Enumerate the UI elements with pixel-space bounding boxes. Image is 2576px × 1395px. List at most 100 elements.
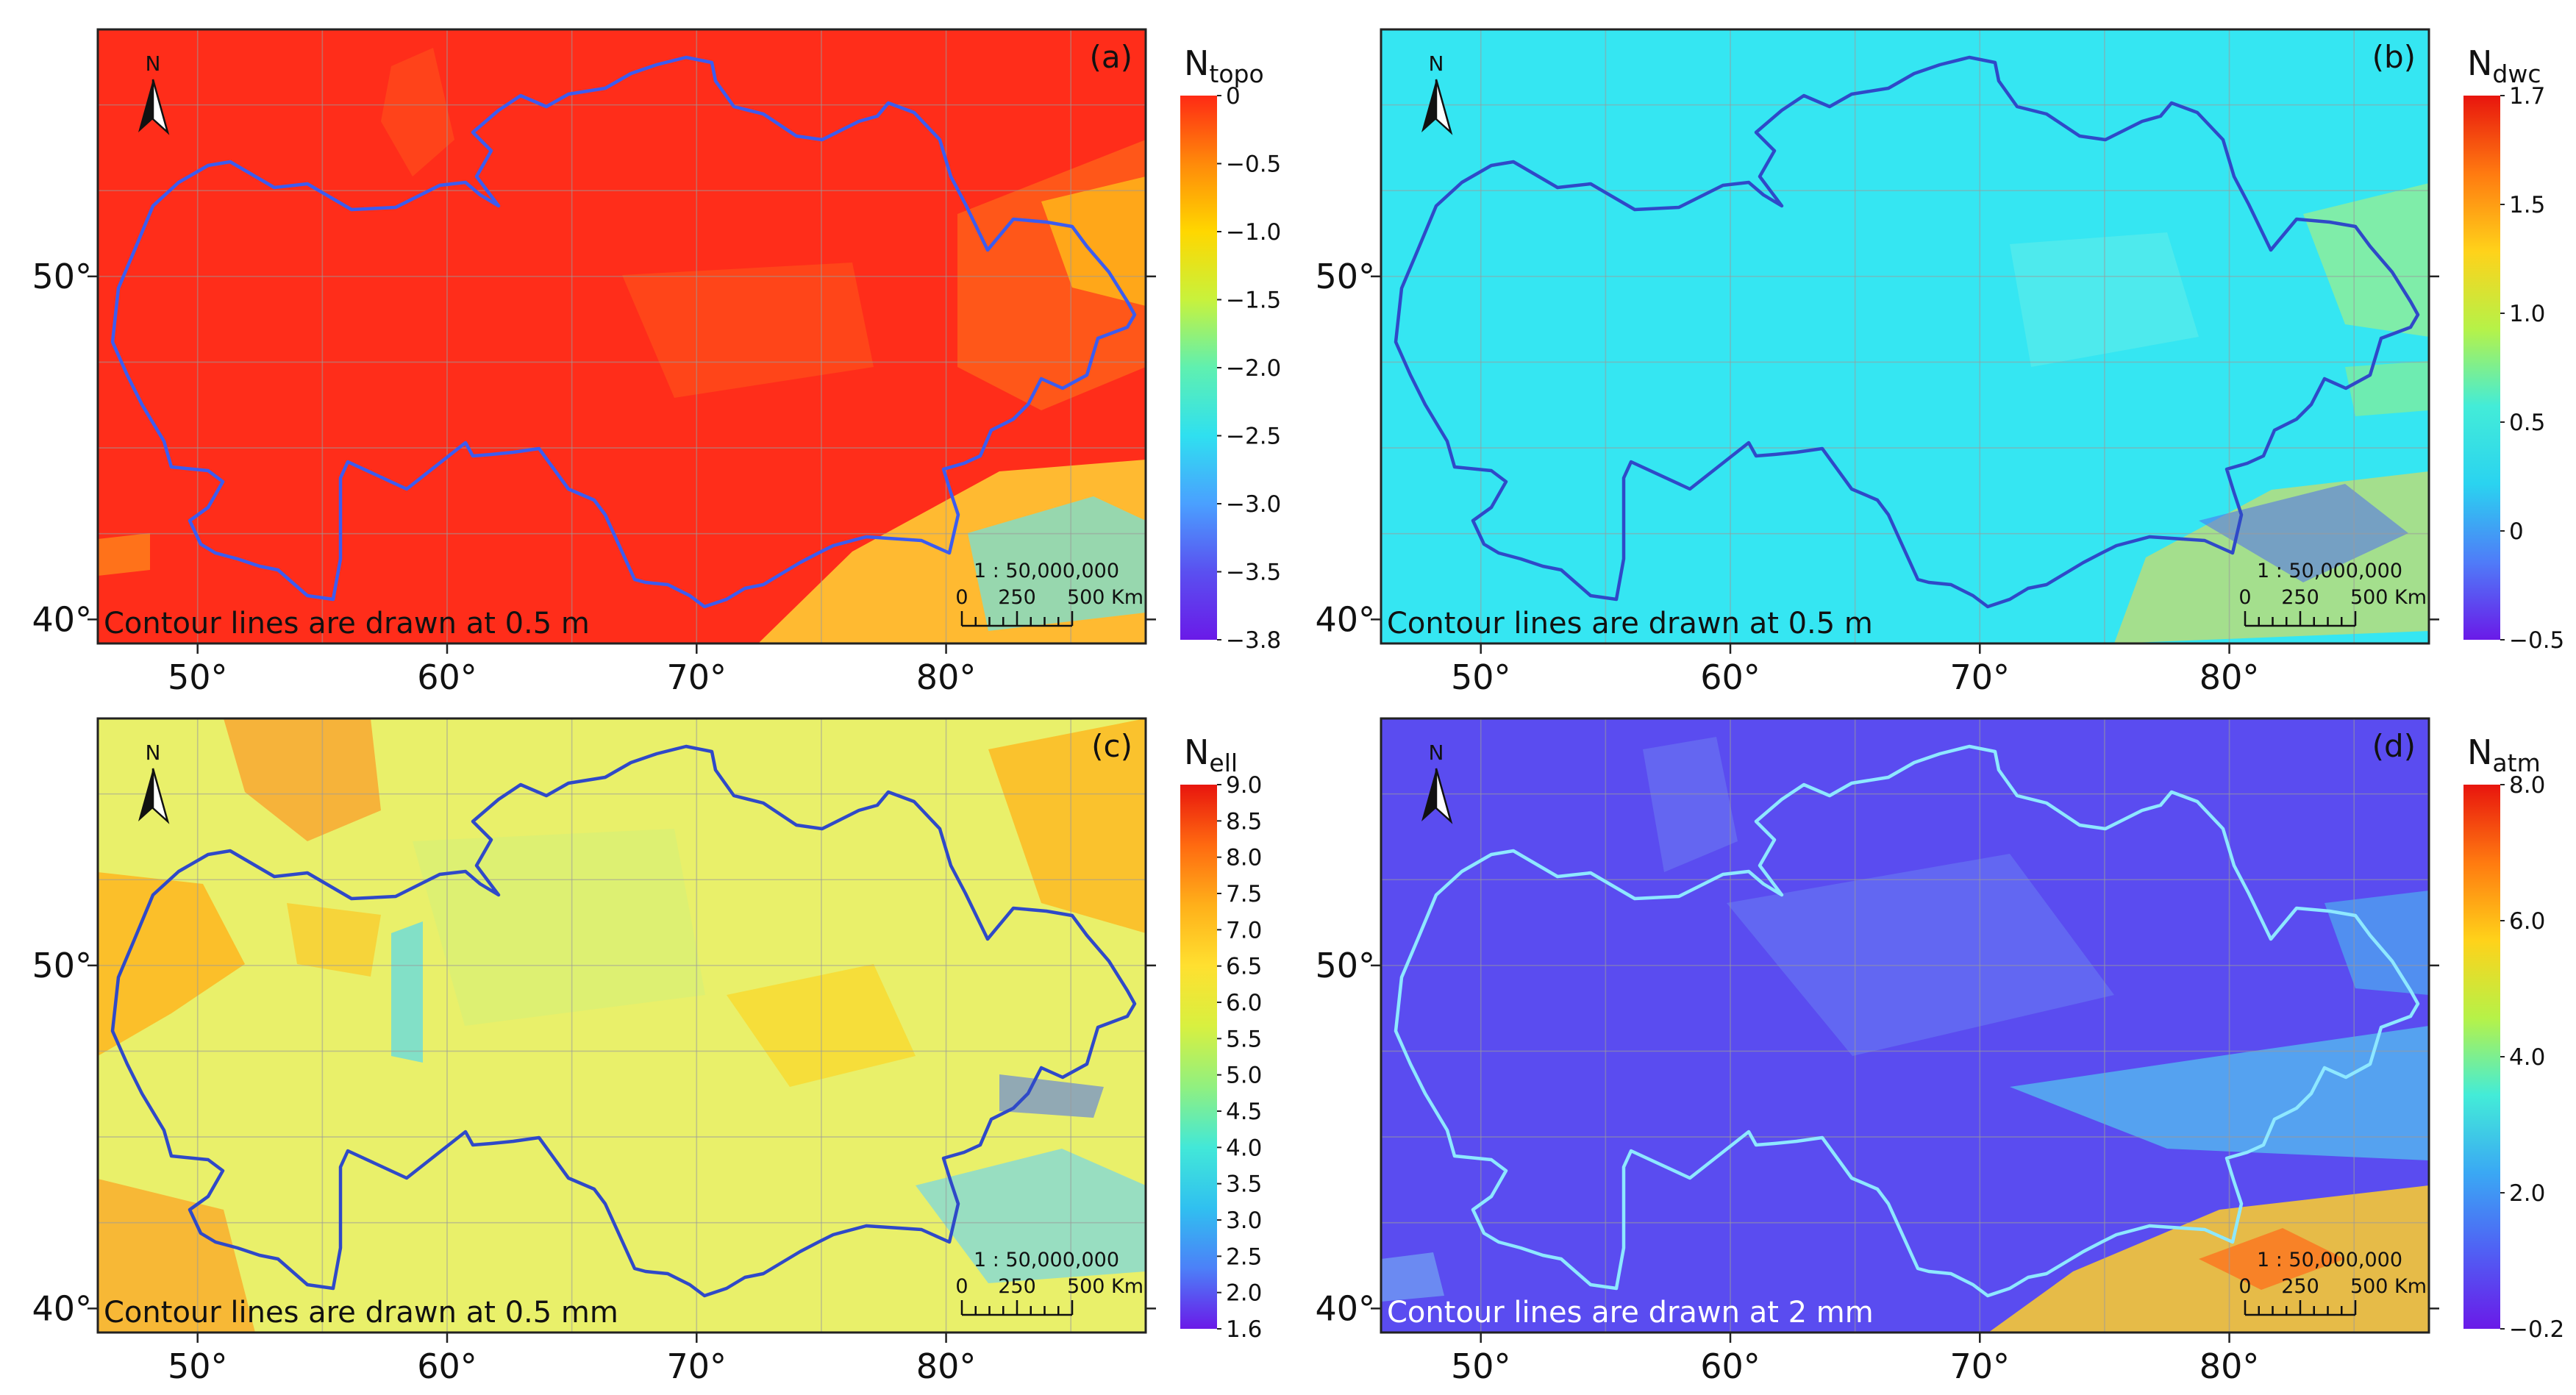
colorbar-tick-label: 1.0: [2509, 301, 2545, 327]
north-label: N: [1429, 741, 1444, 765]
contour-note: Contour lines are drawn at 0.5 m: [104, 607, 590, 641]
lon-tick-label: 60°: [417, 1346, 477, 1386]
kazakhstan-border: [1394, 55, 2420, 609]
scale-bar: 1 : 50,000,000 0 250 500 Km: [955, 1249, 1143, 1316]
colorbar-title: Nell: [1184, 732, 1238, 777]
lon-tick-label: 70°: [1950, 657, 2011, 697]
north-arrow-left: [138, 768, 153, 821]
map-area: [98, 718, 1146, 1332]
terrain-region: [98, 533, 150, 576]
map-area: [98, 29, 1146, 643]
map-frame: [96, 28, 1147, 645]
lon-tick-label: 60°: [417, 657, 477, 697]
colorbar-tick-label: 1.6: [1226, 1316, 1262, 1343]
lon-tick-label: 50°: [1451, 1346, 1511, 1386]
north-arrow-right: [151, 768, 170, 824]
lat-tick-label: 40°: [1315, 1288, 1375, 1328]
terrain-region: [999, 1074, 1104, 1118]
lat-tick-label: 40°: [1315, 599, 1375, 639]
kazakhstan-border: [110, 744, 1137, 1298]
colorbar-tick-label: 1.5: [2509, 192, 2545, 218]
terrain-region: [287, 903, 381, 977]
colorbar-tick-label: 0: [2509, 518, 2524, 545]
colorbar-title: Natm: [2467, 732, 2541, 777]
scale-tick-label: 500 Km: [2350, 586, 2427, 609]
terrain-region: [1041, 176, 1146, 306]
lat-tick-label: 50°: [32, 257, 92, 296]
north-arrow-right: [1435, 79, 1453, 135]
scale-tick-label: 250: [2281, 1275, 2319, 1298]
lon-tick-label: 60°: [1700, 657, 1760, 697]
colorbar-title-sub: atm: [2492, 749, 2540, 777]
north-label: N: [146, 51, 161, 76]
north-arrow-left: [138, 79, 153, 132]
panel-label: (b): [2372, 39, 2416, 75]
lat-tick-label: 50°: [32, 946, 92, 985]
lon-tick-label: 70°: [1950, 1346, 2011, 1386]
map-panel-a: 50° 60° 70° 80° 50° 40° (a) N Contour lines are …: [32, 28, 1281, 697]
contour-note: Contour lines are drawn at 0.5 mm: [104, 1296, 618, 1330]
terrain-region: [916, 1149, 1146, 1283]
terrain-region: [224, 718, 381, 841]
terrain-region: [968, 496, 1146, 631]
terrain-region: [98, 1179, 255, 1332]
lat-tick-label: 40°: [32, 1288, 92, 1328]
terrain-region: [622, 263, 874, 398]
colorbar-tick-label: 2.0: [1226, 1280, 1262, 1307]
colorbar-title: Ndwc: [2467, 43, 2541, 88]
scale-tick-label: 250: [998, 1275, 1036, 1298]
colorbar-tick-label: 4.0: [1226, 1135, 1262, 1161]
colorbar-title: Ntopo: [1184, 43, 1264, 88]
colorbar-tick-label: 5.5: [1226, 1026, 1262, 1052]
map-panel-c: 50° 60° 70° 80° 50° 40° (c) N Contour lines are …: [32, 717, 1262, 1386]
colorbar-tick-label: −3.8: [1226, 627, 1281, 654]
colorbar-tick-label: −1.5: [1226, 288, 1281, 314]
lon-tick-label: 70°: [667, 1346, 727, 1386]
terrain-region: [1381, 1252, 1444, 1302]
terrain-region: [381, 48, 454, 176]
colorbar-tick-label: 4.0: [2509, 1044, 2545, 1071]
map-panel-b: 50° 60° 70° 80° 50° 40° (b) N Contour lines are …: [1315, 28, 2564, 697]
north-arrow-right: [1435, 768, 1453, 824]
scale-bar: 1 : 50,000,000 0 250 500 Km: [2238, 1249, 2427, 1316]
contour-note: Contour lines are drawn at 2 mm: [1387, 1296, 1874, 1330]
lat-tick-label: 50°: [1315, 257, 1375, 296]
colorbar-tick-label: −0.2: [2509, 1316, 2564, 1343]
colorbar-tick-label: −0.5: [1226, 151, 1281, 178]
colorbar: [2463, 96, 2500, 640]
lon-tick-label: 60°: [1700, 1346, 1760, 1386]
scale-ratio: 1 : 50,000,000: [974, 560, 1119, 582]
colorbar-tick-label: 7.0: [1226, 917, 1262, 943]
north-label: N: [1429, 51, 1444, 76]
colorbar-tick-label: 5.0: [1226, 1063, 1262, 1089]
map-frame: [1380, 28, 2430, 645]
colorbar-tick-label: 8.0: [1226, 845, 1262, 871]
contour-note: Contour lines are drawn at 0.5 m: [1387, 607, 1873, 641]
scale-tick-label: 0: [2238, 1275, 2251, 1298]
lon-tick-label: 80°: [2199, 657, 2260, 697]
north-arrow-left: [1421, 768, 1436, 821]
kazakhstan-border: [1394, 744, 2420, 1298]
colorbar-title-sub: ell: [1209, 749, 1238, 777]
colorbar-tick-label: 0.5: [2509, 410, 2545, 436]
scale-ratio: 1 : 50,000,000: [974, 1249, 1119, 1271]
colorbar-tick-label: 8.5: [1226, 808, 1262, 835]
map-panel-d: 50° 60° 70° 80° 50° 40° (d) N Contour lines are …: [1315, 717, 2564, 1386]
north-arrow-right: [151, 79, 170, 135]
map-frame: [1380, 717, 2430, 1334]
north-arrow-icon: N: [1421, 741, 1453, 824]
colorbar-tick-label: 3.5: [1226, 1171, 1262, 1198]
scale-tick-label: 250: [2281, 586, 2319, 609]
colorbar-tick-label: 6.0: [1226, 990, 1262, 1016]
scale-ratio: 1 : 50,000,000: [2257, 1249, 2402, 1271]
terrain-region: [391, 921, 423, 1063]
colorbar-tick-label: 1.7: [2509, 83, 2545, 110]
colorbar-tick-label: 2.5: [1226, 1244, 1262, 1270]
colorbar-tick-label: −2.5: [1226, 424, 1281, 450]
colorbar-tick-label: 0: [1226, 83, 1241, 110]
scale-ratio: 1 : 50,000,000: [2257, 560, 2402, 582]
colorbar: [1180, 785, 1217, 1329]
colorbar-tick-label: 8.0: [2509, 772, 2545, 799]
scale-tick-label: 0: [955, 586, 968, 609]
